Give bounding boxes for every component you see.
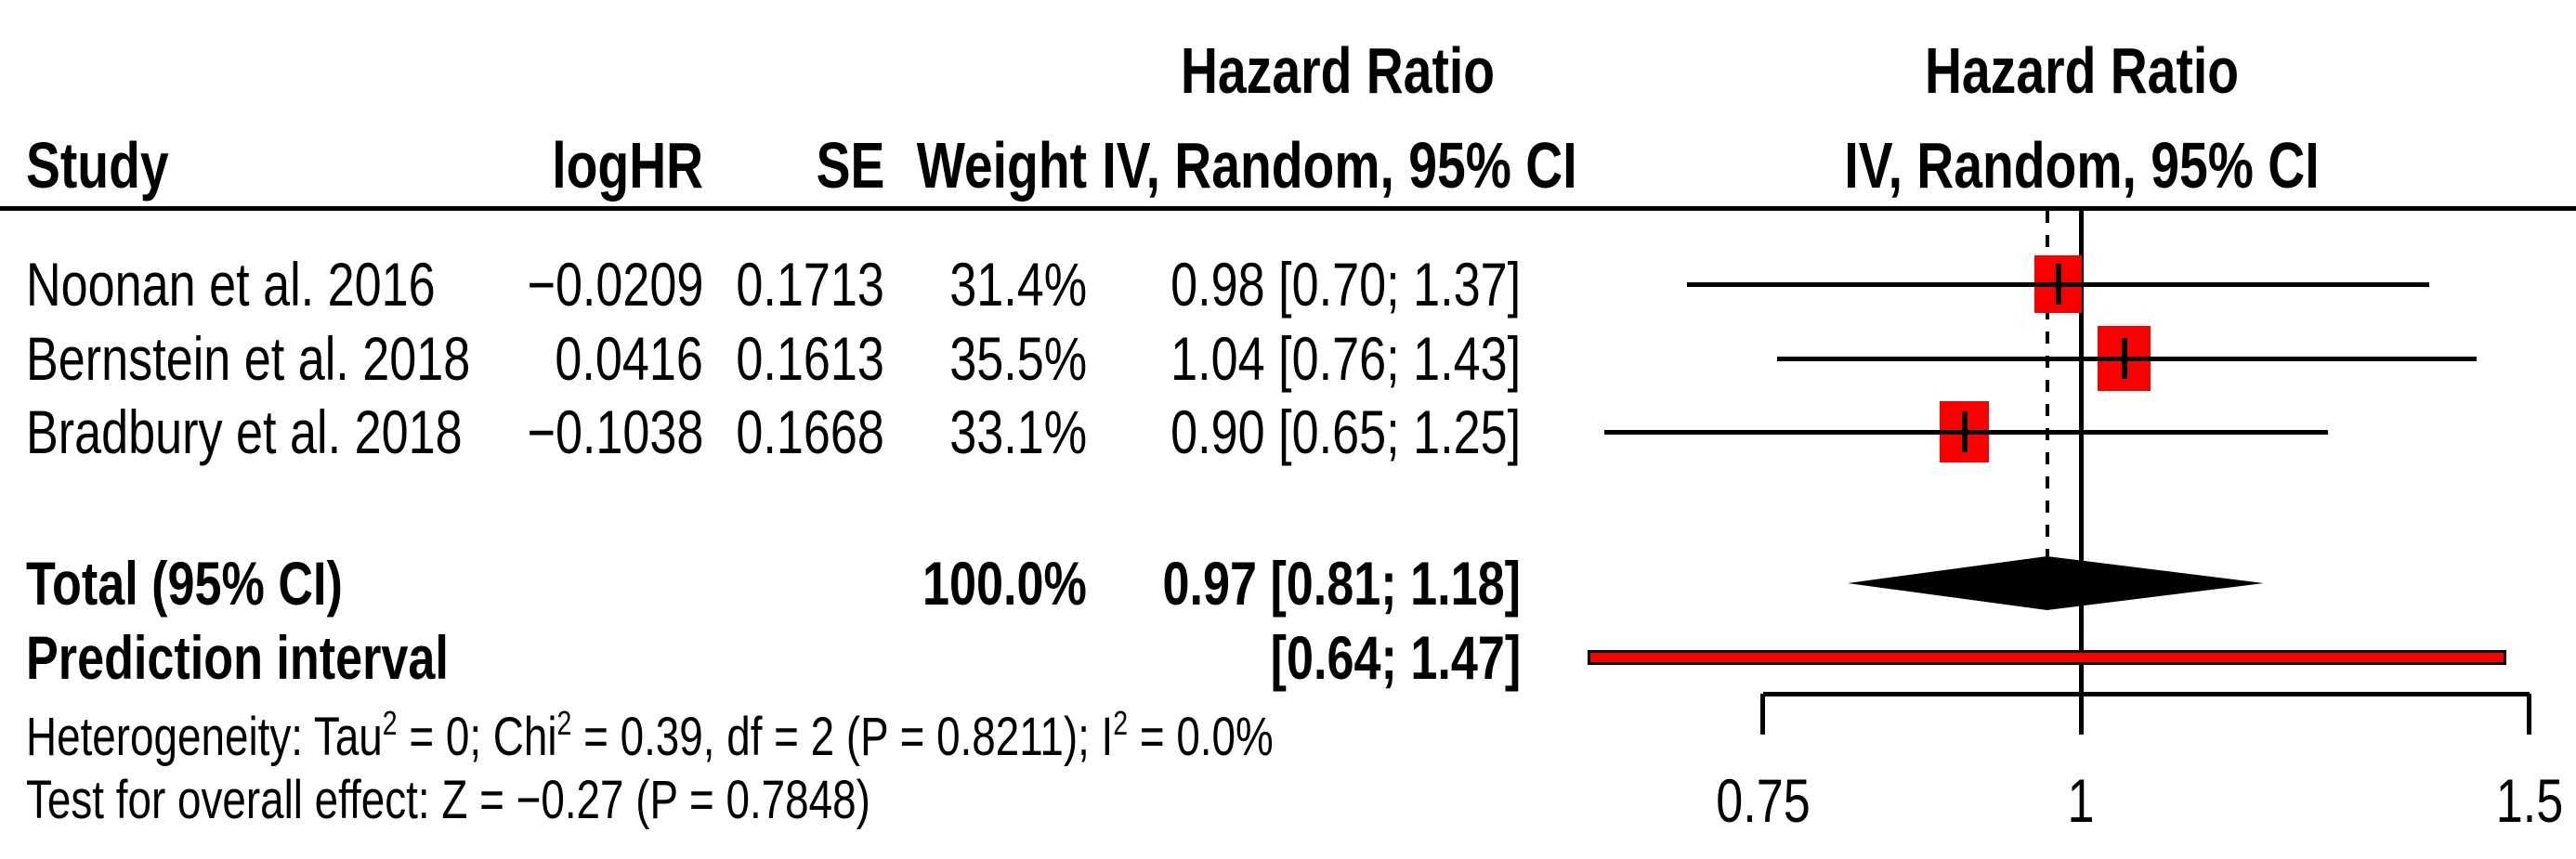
weight-value: 33.1%	[949, 397, 1087, 466]
superscript: 2	[1113, 704, 1129, 742]
weight-value: 35.5%	[949, 324, 1087, 393]
prediction-interval-bar	[1587, 650, 2507, 665]
heterogeneity-note: Heterogeneity: Tau2 = 0; Chi2 = 0.39, df…	[26, 704, 1274, 767]
superscript: 2	[556, 704, 572, 742]
reference-line	[2078, 211, 2084, 735]
axis-line	[1762, 691, 2530, 696]
ci-text: 1.04 [0.76; 1.43]	[1170, 324, 1521, 393]
axis-tick	[1760, 694, 1766, 735]
superscript: 2	[382, 704, 398, 742]
axis-tick-label: 1.5	[2495, 766, 2563, 835]
se-value: 0.1613	[736, 324, 884, 393]
axis-tick-label: 1	[2067, 766, 2095, 835]
study-name: Bernstein et al. 2018	[26, 324, 471, 393]
ci-line-overlay	[2098, 356, 2151, 361]
column-header-study: Study	[26, 129, 169, 202]
ci-line-overlay	[2034, 281, 2083, 287]
header-rule	[0, 206, 2576, 211]
column-header-effect-title: Hazard Ratio	[1180, 34, 1496, 107]
column-header-loghr: logHR	[552, 129, 703, 202]
column-header-weight: Weight	[916, 129, 1087, 202]
ci-line-overlay	[1940, 429, 1990, 435]
loghr-value: 0.0416	[555, 324, 703, 393]
ci-text: 0.90 [0.65; 1.25]	[1170, 397, 1521, 466]
se-value: 0.1668	[736, 397, 884, 466]
prediction-label: Prediction interval	[26, 623, 449, 692]
axis-tick-label: 0.75	[1715, 766, 1811, 835]
pooled-estimate-dashed-line	[2045, 211, 2049, 556]
column-header-se: SE	[816, 129, 884, 202]
prediction-ci-text: [0.64; 1.47]	[1270, 623, 1521, 692]
plot-header-effect-title: Hazard Ratio	[1924, 34, 2240, 107]
loghr-value: −0.0209	[527, 250, 703, 319]
axis-tick	[2527, 694, 2531, 735]
loghr-value: −0.1038	[527, 397, 703, 466]
total-diamond	[1848, 556, 2264, 610]
weight-value: 31.4%	[949, 250, 1087, 319]
column-header-ci-method: IV, Random, 95% CI	[1102, 129, 1577, 202]
ci-text: 0.98 [0.70; 1.37]	[1170, 250, 1521, 319]
overall-effect-note: Test for overall effect: Z = −0.27 (P = …	[26, 770, 870, 830]
total-ci-text: 0.97 [0.81; 1.18]	[1162, 549, 1521, 618]
study-name: Bradbury et al. 2018	[26, 397, 463, 466]
se-value: 0.1713	[736, 250, 884, 319]
total-label: Total (95% CI)	[26, 549, 343, 618]
total-weight: 100.0%	[922, 549, 1087, 618]
plot-header-ci-method: IV, Random, 95% CI	[1844, 129, 2320, 202]
study-name: Noonan et al. 2016	[26, 250, 436, 319]
